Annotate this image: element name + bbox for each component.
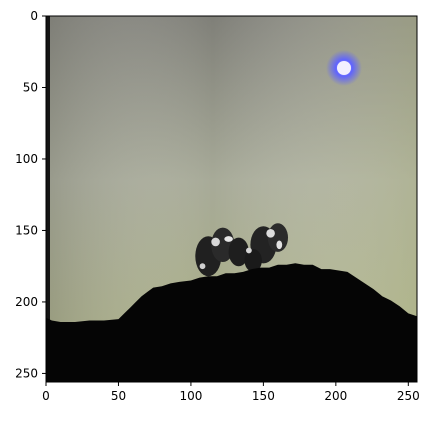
tree-blob [228, 237, 249, 267]
x-tick-label: 50 [111, 389, 126, 403]
tree-blob [199, 263, 206, 270]
sun-core [337, 61, 351, 75]
left-edge-strip [46, 16, 50, 382]
x-tick-label: 0 [42, 389, 50, 403]
x-tick-label: 250 [397, 389, 420, 403]
y-tick-label: 100 [15, 152, 38, 166]
tree-blob [211, 237, 220, 247]
y-tick-label: 0 [30, 9, 38, 23]
tree-blob [244, 249, 262, 272]
image-content [46, 16, 417, 382]
y-tick-label: 150 [15, 223, 38, 237]
tree-silhouettes [195, 223, 288, 277]
y-tick-label: 250 [15, 366, 38, 380]
y-axis-ticks: 0 50 100 150 200 250 [15, 9, 46, 380]
tree-blob [224, 236, 233, 242]
tree-blob [246, 247, 252, 254]
tree-blob [276, 240, 283, 250]
x-axis-ticks: 0 50 100 150 200 250 [42, 382, 420, 403]
x-tick-label: 100 [179, 389, 202, 403]
x-tick-label: 200 [324, 389, 347, 403]
plot-frame [45, 15, 418, 383]
y-tick-label: 50 [23, 80, 38, 94]
x-tick-label: 150 [252, 389, 275, 403]
tree-blob [266, 229, 275, 238]
y-tick-label: 200 [15, 295, 38, 309]
ground-silhouette [46, 263, 417, 382]
